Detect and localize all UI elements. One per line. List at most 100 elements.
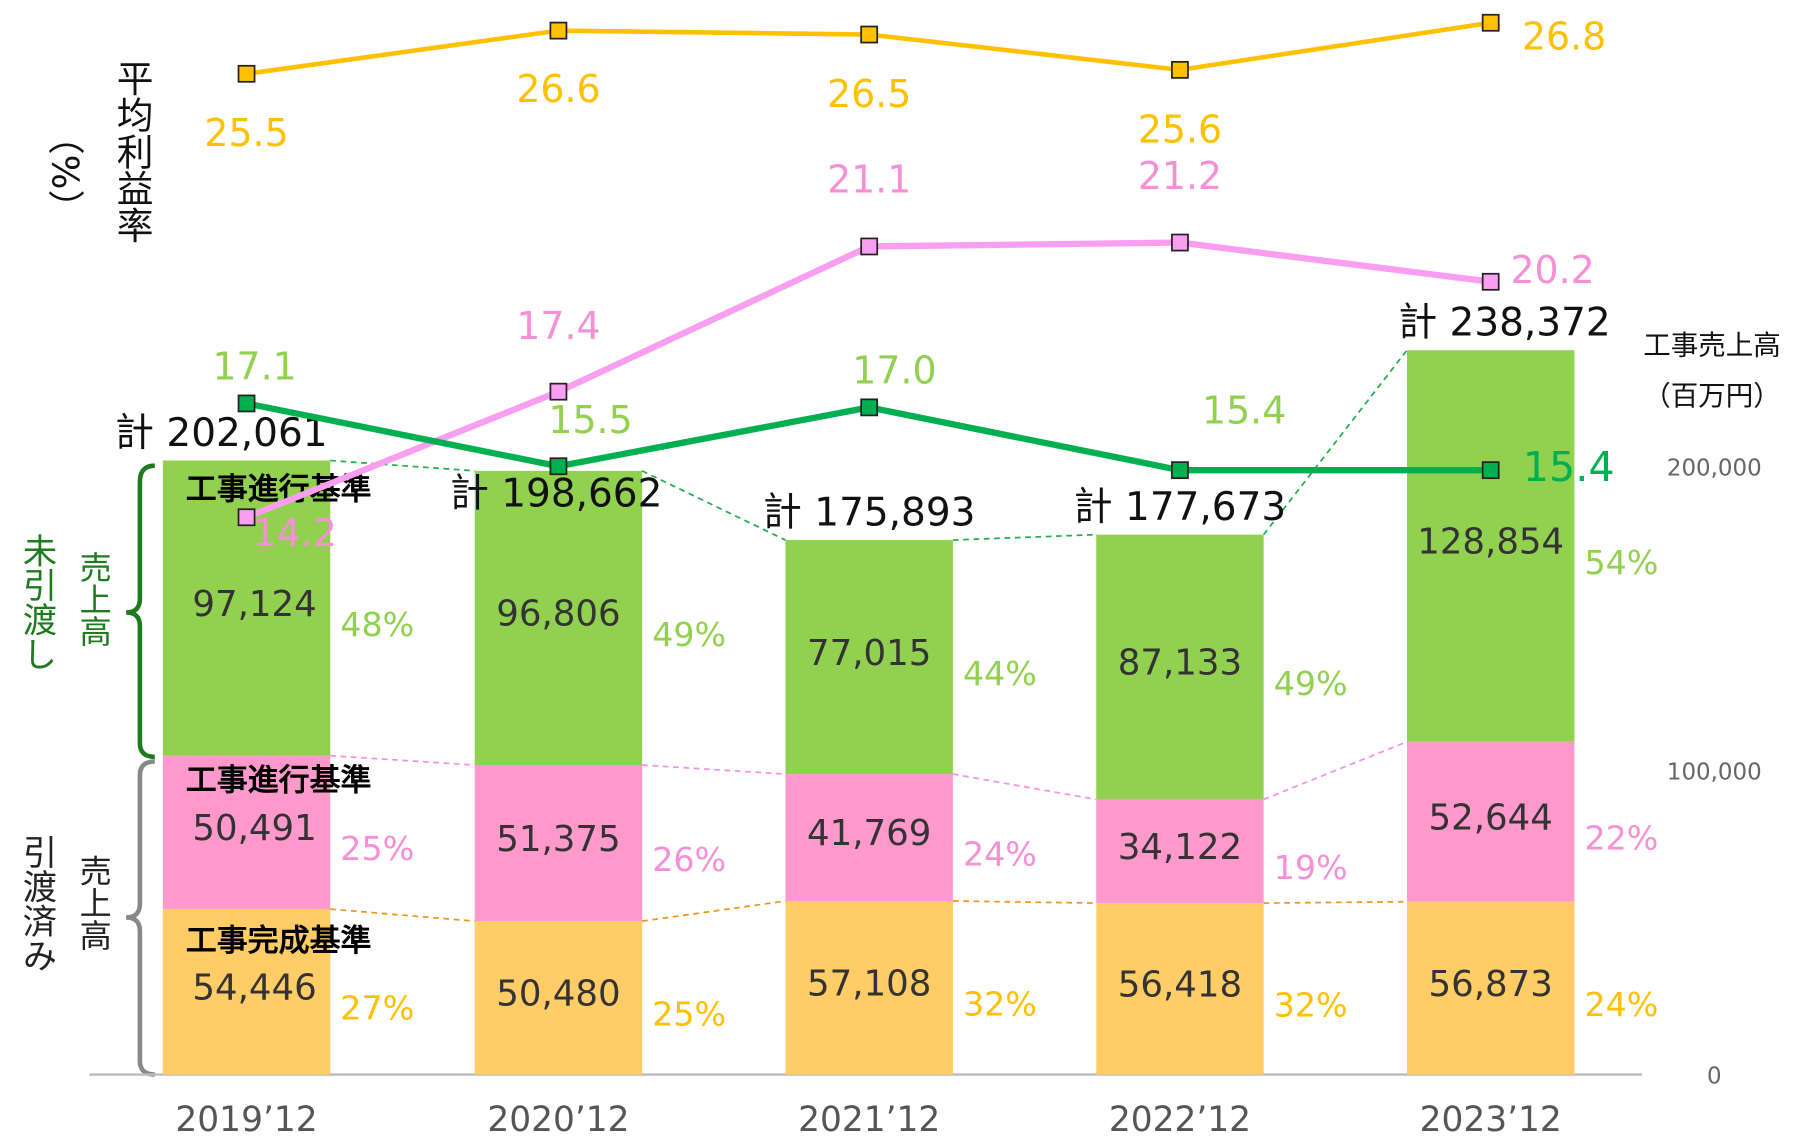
value-label: 87,133 <box>1118 643 1242 684</box>
total-label: 計 175,893 <box>763 490 976 535</box>
bar-segment <box>474 765 643 922</box>
line-value-label: 25.6 <box>1138 107 1222 151</box>
share-label: 49% <box>652 615 726 654</box>
line-value-label: 25.5 <box>204 111 288 155</box>
y-tick-label: 100,000 <box>1667 759 1762 785</box>
bar-segment <box>785 901 953 1075</box>
value-label: 41,769 <box>807 813 931 854</box>
share-label: 48% <box>340 605 414 644</box>
share-label: 19% <box>1274 848 1348 887</box>
total-label: 計 238,372 <box>1398 300 1611 345</box>
line-value-label: 15.5 <box>548 398 632 442</box>
bar-segment <box>474 470 643 766</box>
connector <box>330 754 475 766</box>
y2-axis-unit: （%） <box>44 118 87 226</box>
y-axis-unit: （百万円） <box>1643 380 1781 412</box>
share-label: 26% <box>652 840 726 879</box>
marker <box>237 64 256 83</box>
value-label: 97,124 <box>192 584 316 625</box>
connector <box>642 764 786 775</box>
bar-segment <box>785 774 953 902</box>
value-label: 57,108 <box>807 963 931 1004</box>
marker <box>1171 233 1189 252</box>
annotation: 売上高 <box>75 551 113 647</box>
marker <box>1171 461 1189 480</box>
annotation: 未引渡し <box>16 533 56 671</box>
line-value-label: 17.0 <box>852 348 936 392</box>
line-value-label: 20.2 <box>1510 248 1594 292</box>
marker <box>549 382 568 401</box>
marker <box>549 21 568 40</box>
bracket-undelivered <box>126 463 155 760</box>
bracket-delivered <box>126 759 155 1077</box>
value-label: 128,854 <box>1417 522 1564 563</box>
value-label: 56,873 <box>1429 964 1553 1005</box>
value-label: 50,480 <box>496 974 620 1015</box>
share-label: 22% <box>1584 819 1658 858</box>
total-label: 計 177,673 <box>1074 485 1287 530</box>
series-label: 工事完成基準 <box>186 923 372 959</box>
y-tick-label: 0 <box>1707 1063 1722 1089</box>
value-label: 96,806 <box>496 594 620 635</box>
bar-segment <box>1406 901 1575 1075</box>
value-label: 77,015 <box>807 633 931 674</box>
bar-segment <box>1096 799 1264 904</box>
line-value-label: 21.2 <box>1138 154 1222 198</box>
y2-axis-label: 平均利益率 <box>110 60 153 243</box>
marker <box>860 398 879 417</box>
connector <box>1263 740 1408 801</box>
bar-segment <box>1406 741 1575 902</box>
marker <box>237 508 256 527</box>
line-value-label: 15.4 <box>1523 443 1615 491</box>
line-value-label: 26.8 <box>1522 14 1606 58</box>
share-label: 25% <box>652 995 726 1034</box>
x-tick-label: 2020’12 <box>487 1100 629 1140</box>
marker <box>1481 461 1500 480</box>
share-label: 24% <box>963 834 1037 873</box>
bar-segment <box>474 921 643 1075</box>
line-value-label: 26.6 <box>516 67 600 111</box>
share-label: 49% <box>1274 664 1348 703</box>
connector <box>1262 349 1408 536</box>
series-label: 工事進行基準 <box>186 763 372 799</box>
line-value-label: 17.1 <box>212 345 296 389</box>
share-label: 44% <box>963 654 1037 693</box>
value-label: 52,644 <box>1429 797 1553 838</box>
connector <box>952 533 1097 541</box>
line-value-label: 15.4 <box>1202 388 1286 432</box>
line-value-label: 21.1 <box>827 158 911 202</box>
share-label: 54% <box>1584 543 1658 582</box>
share-label: 25% <box>340 829 414 868</box>
connector <box>952 900 1097 904</box>
value-label: 56,418 <box>1118 965 1242 1006</box>
value-label: 34,122 <box>1118 827 1242 868</box>
bar-segment <box>1096 903 1264 1075</box>
value-label: 50,491 <box>192 808 316 849</box>
x-tick-label: 2022’12 <box>1109 1100 1251 1140</box>
line-value-label: 17.4 <box>516 304 600 348</box>
marker <box>549 457 568 476</box>
bar-segment <box>1406 350 1575 742</box>
share-label: 24% <box>1584 985 1658 1024</box>
y-tick-label: 200,000 <box>1667 456 1762 482</box>
line-value-label: 26.5 <box>827 72 911 116</box>
line-value-label: 14.2 <box>253 511 337 555</box>
bar-segment <box>785 540 953 775</box>
share-label: 32% <box>963 985 1037 1024</box>
total-label: 計 198,662 <box>450 472 663 517</box>
connector <box>1263 900 1407 904</box>
marker <box>237 394 256 413</box>
value-label: 54,446 <box>192 968 316 1009</box>
x-tick-label: 2019’12 <box>175 1100 317 1140</box>
connector <box>952 773 1097 801</box>
share-label: 27% <box>340 989 414 1028</box>
total-label: 計 202,061 <box>115 411 328 456</box>
marker <box>1171 60 1189 79</box>
annotation: 引渡済み <box>16 835 56 973</box>
x-tick-label: 2021’12 <box>798 1100 940 1140</box>
connector <box>330 459 475 472</box>
marker <box>1481 272 1500 291</box>
bar-segment <box>1096 534 1264 800</box>
x-tick-label: 2023’12 <box>1420 1100 1562 1140</box>
